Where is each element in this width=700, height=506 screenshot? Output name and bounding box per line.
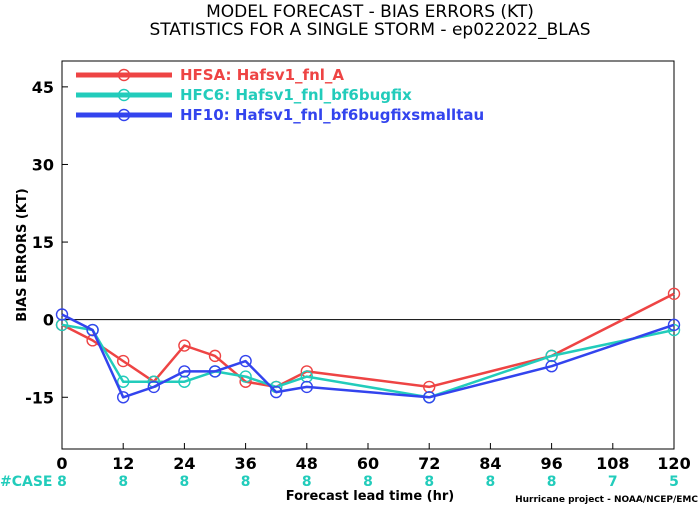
chart-subtitle: STATISTICS FOR A SINGLE STORM - ep022022… [149, 20, 590, 40]
data-point-marker [667, 323, 681, 337]
chart-title: MODEL FORECAST - BIAS ERRORS (KT) [206, 2, 534, 22]
case-count-value: 7 [608, 474, 618, 490]
y-tick-label: 15 [32, 233, 54, 252]
data-point-marker [239, 354, 252, 368]
case-count-value: 8 [302, 474, 312, 490]
data-point-marker [270, 385, 283, 399]
data-point-marker [116, 375, 130, 388]
x-tick-label: 24 [173, 454, 195, 473]
x-tick-label: 120 [657, 454, 690, 473]
x-tick-label: 0 [56, 454, 67, 473]
y-axis-ticks: -15 0 15 30 45 [25, 78, 68, 407]
x-tick-label: 60 [357, 454, 379, 473]
case-count-value: 8 [57, 474, 67, 490]
data-point-marker [423, 391, 436, 404]
case-count-value: 8 [118, 474, 128, 490]
data-point-marker [178, 365, 191, 378]
x-tick-label: 72 [418, 454, 440, 473]
credit-text: Hurricane project - NOAA/NCEP/EMC [515, 495, 698, 505]
series-line [61, 292, 675, 389]
legend-swatch-marker [117, 108, 131, 122]
case-count-value: 5 [669, 474, 679, 490]
data-point-marker [116, 391, 130, 404]
data-point-marker [116, 354, 130, 368]
data-point-marker [147, 380, 161, 394]
x-axis-ticks: 0 12 24 36 48 60 72 84 96 108 120 [56, 443, 691, 473]
x-tick-label: 84 [479, 454, 501, 473]
data-point-marker [208, 349, 222, 363]
legend-swatch-marker [117, 68, 131, 82]
x-tick-label: 36 [234, 454, 256, 473]
case-count-value: 8 [424, 474, 434, 490]
legend-entry-label: HF10: Hafsv1_fnl_bf6bugfixsmalltau [180, 106, 484, 124]
y-axis-label: BIAS ERRORS (KT) [15, 188, 30, 321]
legend: HFSA: Hafsv1_fnl_A HFC6: Hafsv1_fnl_bf6bu… [76, 66, 484, 124]
data-point-marker [208, 365, 222, 378]
y-tick-label: 30 [32, 155, 54, 174]
x-axis-label: Forecast lead time (hr) [286, 489, 454, 504]
x-tick-label: 96 [540, 454, 562, 473]
y-tick-label: 45 [32, 78, 54, 97]
legend-entry-label: HFC6: Hafsv1_fnl_bf6bugfix [180, 86, 412, 104]
series-line [61, 313, 675, 399]
series-0 [55, 287, 681, 394]
data-point-marker [300, 380, 313, 394]
case-count-value: 8 [486, 474, 496, 490]
data-point-marker [667, 287, 681, 300]
case-count-value: 8 [180, 474, 190, 490]
data-point-marker [86, 323, 99, 337]
series-line [61, 323, 675, 399]
case-count-value: 8 [241, 474, 251, 490]
x-tick-label: 48 [296, 454, 318, 473]
legend-entry-label: HFSA: Hafsv1_fnl_A [180, 66, 344, 84]
data-point-marker [55, 308, 69, 321]
case-label: #CASE [0, 474, 53, 490]
data-point-marker [239, 370, 252, 383]
series-2 [55, 308, 681, 404]
legend-swatch-marker [117, 88, 131, 102]
y-tick-label: -15 [25, 388, 54, 407]
case-count-value: 8 [363, 474, 373, 490]
x-tick-label: 108 [596, 454, 629, 473]
case-counts: 8 8 8 8 8 8 8 8 8 7 5 [57, 474, 679, 490]
series-layer [55, 287, 681, 404]
x-tick-label: 12 [112, 454, 134, 473]
y-tick-label: 0 [43, 311, 54, 330]
data-point-marker [178, 339, 191, 352]
data-point-marker [667, 318, 681, 332]
data-point-marker [545, 360, 558, 373]
case-count-value: 8 [547, 474, 557, 490]
